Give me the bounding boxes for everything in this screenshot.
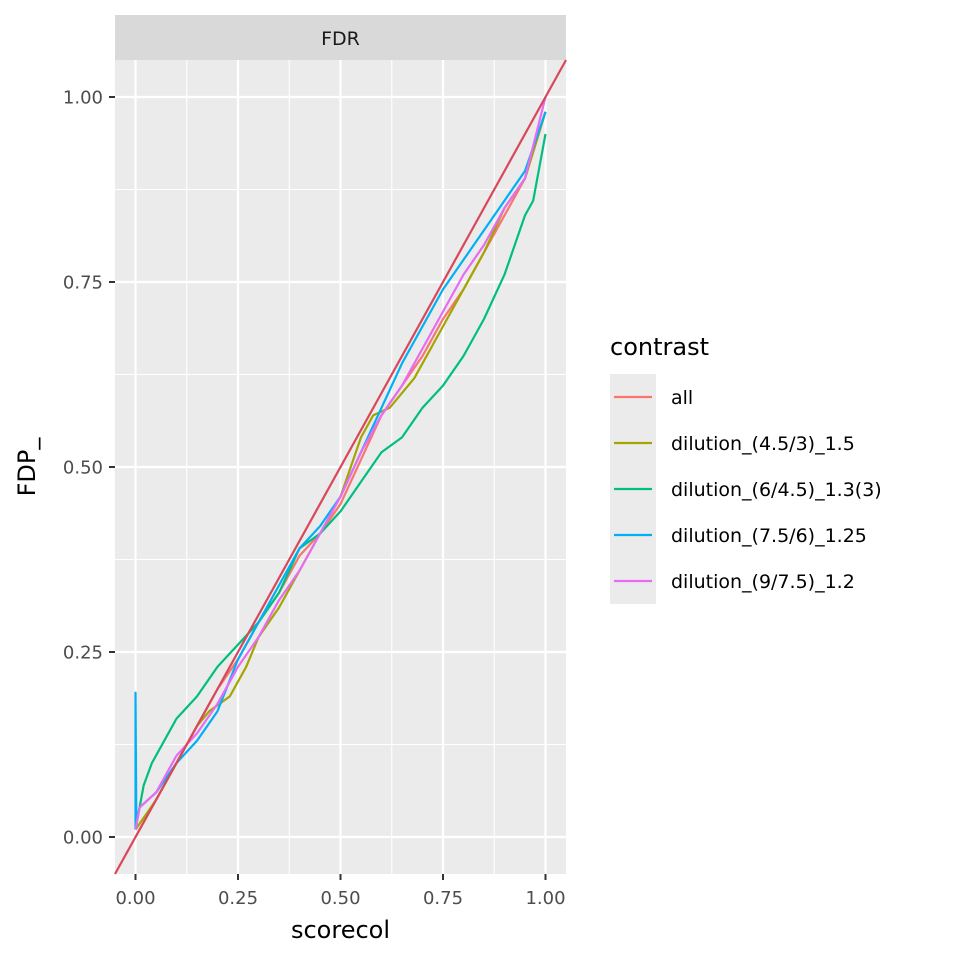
legend: all dilution_(4.5/3)_1.5 dilution_(6/4.5)_… — [614, 387, 882, 593]
legend-label: dilution_(7.5/6)_1.25 — [671, 525, 867, 547]
x-tick-label: 1.00 — [525, 888, 565, 909]
x-tick-label: 0.75 — [423, 888, 463, 909]
y-tick-label: 0.75 — [63, 273, 103, 294]
y-tick-label: 0.50 — [63, 458, 103, 479]
y-tick-label: 1.00 — [63, 88, 103, 109]
legend-label: all — [671, 387, 693, 409]
x-axis: 0.00 0.25 0.50 0.75 1.00 — [115, 874, 566, 909]
reference-line-y-equals-x — [114, 59, 567, 875]
series-line-dilution-6-4-5-1-3-3 — [134, 133, 547, 830]
legend-label: dilution_(6/4.5)_1.3(3) — [671, 479, 882, 501]
legend-label: dilution_(4.5/3)_1.5 — [671, 433, 855, 455]
y-tick-label: 0.00 — [63, 828, 103, 849]
legend-label: dilution_(9/7.5)_1.2 — [671, 571, 855, 593]
y-axis-title: FDP_ — [13, 437, 41, 497]
x-axis-title: scorecol — [291, 916, 390, 944]
facet-strip-label: FDR — [321, 28, 360, 50]
facet-strip — [115, 15, 566, 60]
x-tick-label: 0.00 — [115, 888, 155, 909]
legend-title: contrast — [610, 333, 709, 361]
x-tick-label: 0.50 — [320, 888, 360, 909]
y-tick-label: 0.25 — [63, 643, 103, 664]
x-tick-label: 0.25 — [218, 888, 258, 909]
y-axis: 0.00 0.25 0.50 0.75 1.00 — [63, 88, 115, 849]
